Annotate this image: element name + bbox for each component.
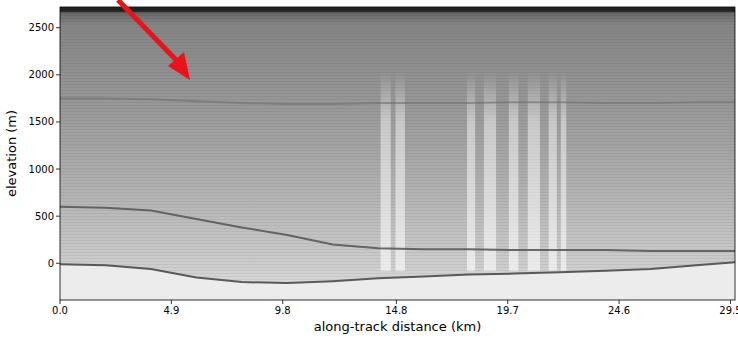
y-tick bbox=[56, 263, 60, 264]
y-tick bbox=[56, 27, 60, 28]
below-bed-area bbox=[60, 262, 735, 300]
radar-streak bbox=[381, 71, 391, 270]
x-tick-label: 29.5 bbox=[719, 305, 738, 316]
y-tick-label: 0 bbox=[48, 258, 54, 269]
plot-frame bbox=[60, 7, 735, 300]
x-tick bbox=[730, 300, 731, 304]
x-tick-label: 14.8 bbox=[385, 305, 407, 316]
chart: 0.0 4.9 9.8 14.8 19.7 24.6 29.5 0 500 1000 1500 200… bbox=[0, 0, 738, 339]
x-axis-title: along-track distance (km) bbox=[314, 319, 481, 334]
x-tick-label: 9.8 bbox=[275, 305, 291, 316]
radar-streak bbox=[395, 71, 404, 270]
x-tick bbox=[507, 300, 508, 304]
arrow-shaft bbox=[118, 0, 182, 66]
y-axis-title: elevation (m) bbox=[4, 110, 19, 197]
x-tick-label: 0.0 bbox=[52, 305, 68, 316]
x-tick bbox=[619, 300, 620, 304]
plot-area bbox=[60, 7, 735, 300]
radar-streak bbox=[467, 71, 475, 270]
y-tick bbox=[56, 74, 60, 75]
x-tick bbox=[60, 300, 61, 304]
reflector-line bbox=[60, 98, 735, 104]
reflector-line bbox=[60, 207, 735, 251]
x-tick-label: 19.7 bbox=[497, 305, 519, 316]
y-tick bbox=[56, 216, 60, 217]
x-tick-label: 24.6 bbox=[608, 305, 630, 316]
reflector-line bbox=[60, 262, 735, 283]
y-tick bbox=[56, 121, 60, 122]
x-tick bbox=[282, 300, 283, 304]
arrow-head bbox=[168, 52, 190, 80]
x-tick bbox=[171, 300, 172, 304]
y-tick-label: 2500 bbox=[29, 22, 54, 33]
x-tick bbox=[396, 300, 397, 304]
y-tick bbox=[56, 169, 60, 170]
y-tick-label: 1500 bbox=[29, 116, 54, 127]
y-tick-label: 500 bbox=[35, 211, 54, 222]
radar-background bbox=[60, 7, 735, 300]
y-tick-label: 2000 bbox=[29, 69, 54, 80]
reflector-line bbox=[60, 8, 735, 12]
y-tick-label: 1000 bbox=[29, 164, 54, 175]
x-tick-label: 4.9 bbox=[163, 305, 179, 316]
radar-texture bbox=[60, 7, 735, 300]
radar-streak bbox=[484, 71, 496, 270]
